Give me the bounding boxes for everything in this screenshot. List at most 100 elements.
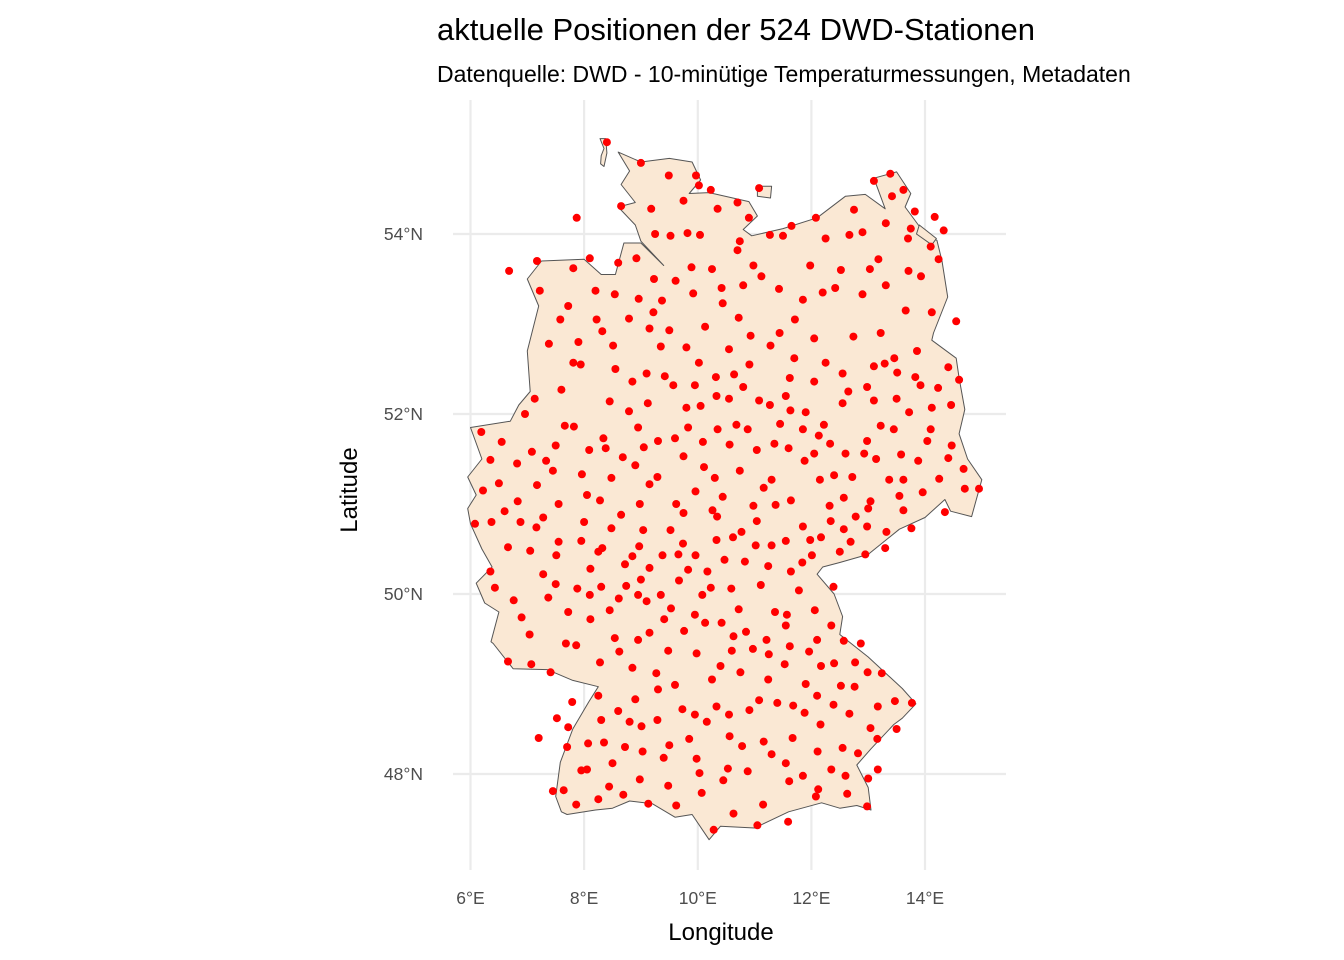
station-point (552, 714, 561, 723)
station-point (825, 501, 834, 510)
station-point (617, 510, 626, 519)
station-point (781, 621, 790, 630)
station-point (771, 500, 780, 509)
station-point (608, 759, 617, 768)
station-point (544, 339, 553, 348)
station-point (858, 228, 867, 237)
station-point (708, 506, 717, 515)
station-point (619, 790, 628, 799)
station-point (753, 821, 762, 830)
station-point (858, 290, 867, 299)
station-point (815, 475, 824, 484)
station-point (645, 563, 654, 572)
station-point (759, 483, 768, 492)
station-point (600, 738, 608, 747)
station-point (790, 315, 799, 324)
station-point (586, 564, 595, 573)
station-point (701, 322, 710, 331)
station-point (727, 584, 736, 593)
station-point (800, 708, 809, 717)
station-point (851, 512, 860, 521)
station-point (711, 373, 720, 382)
station-point (654, 437, 662, 445)
station-point (527, 447, 536, 456)
station-point (790, 354, 799, 363)
station-point (830, 471, 839, 480)
station-point (597, 582, 606, 591)
station-point (720, 555, 729, 564)
station-point (755, 184, 764, 193)
station-point (577, 470, 586, 479)
station-point (864, 504, 873, 513)
station-point (885, 475, 894, 484)
station-point (873, 734, 882, 743)
station-point (805, 647, 814, 656)
station-point (743, 425, 752, 434)
station-point (892, 725, 901, 733)
station-point (602, 138, 611, 147)
station-point (843, 789, 852, 798)
station-point (631, 461, 640, 470)
station-point (811, 792, 820, 801)
station-point (628, 552, 637, 561)
station-point (534, 734, 543, 742)
station-point (667, 604, 675, 613)
station-point (960, 484, 969, 493)
station-point (785, 642, 794, 651)
station-point (904, 266, 913, 275)
station-point (697, 788, 706, 797)
station-point (784, 444, 793, 453)
station-point (592, 315, 601, 324)
x-tick-label: 8°E (570, 888, 598, 908)
station-point (610, 634, 619, 643)
station-point (635, 542, 644, 551)
station-point (904, 234, 912, 243)
station-point (516, 518, 525, 526)
station-point (821, 358, 830, 367)
station-point (767, 750, 776, 759)
station-point (839, 525, 848, 534)
station-point (617, 202, 626, 211)
station-point (649, 308, 658, 317)
station-point (694, 358, 703, 367)
station-point (787, 221, 796, 230)
station-point (786, 496, 795, 505)
station-point (829, 582, 838, 591)
station-point (725, 394, 733, 403)
station-point (546, 668, 555, 677)
station-point (881, 281, 890, 290)
station-point (576, 360, 585, 369)
station-point (786, 406, 795, 415)
station-point (863, 668, 872, 677)
station-point (556, 315, 565, 324)
station-point (713, 204, 722, 213)
station-point (732, 420, 741, 429)
station-point (614, 258, 623, 267)
station-point (679, 196, 688, 205)
station-point (701, 618, 710, 627)
station-point (637, 722, 646, 731)
station-point (601, 444, 610, 453)
station-point (782, 610, 791, 619)
station-point (806, 536, 815, 544)
station-point (557, 385, 566, 394)
station-point (729, 632, 738, 641)
station-point (639, 526, 648, 535)
station-point (836, 266, 845, 274)
station-point (798, 522, 807, 531)
station-point (905, 408, 914, 417)
station-point (504, 657, 512, 666)
station-point (671, 434, 679, 443)
station-point (605, 782, 614, 791)
station-point (789, 701, 798, 710)
station-point (698, 590, 707, 599)
station-point (625, 314, 633, 323)
station-point (899, 185, 908, 194)
station-point (674, 550, 683, 559)
station-point (776, 419, 785, 428)
station-point (897, 450, 906, 459)
station-point (708, 265, 716, 274)
station-point (935, 474, 944, 483)
station-point (764, 675, 773, 684)
